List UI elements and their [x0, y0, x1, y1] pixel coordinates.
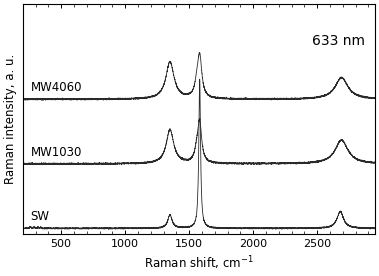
Text: MW1030: MW1030: [30, 146, 82, 159]
Text: MW4060: MW4060: [30, 81, 82, 94]
Y-axis label: Raman intensity, a. u.: Raman intensity, a. u.: [4, 54, 17, 184]
X-axis label: Raman shift, cm$^{-1}$: Raman shift, cm$^{-1}$: [144, 254, 254, 272]
Text: 633 nm: 633 nm: [312, 34, 365, 48]
Text: SW: SW: [30, 210, 49, 223]
